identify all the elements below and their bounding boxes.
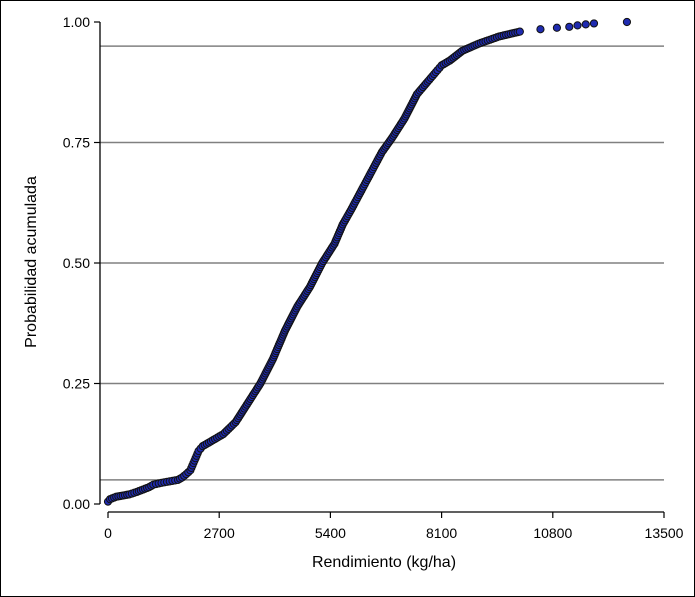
- reference-lines: [100, 45, 664, 481]
- data-points: [103, 17, 632, 506]
- y-axis-title: Probabilidad acumulada: [23, 176, 40, 348]
- x-tick-label: 10800: [533, 525, 572, 541]
- y-ticks: 0.00 0.25 0.50 0.75 1.00: [63, 14, 100, 512]
- y-tick-label: 0.25: [63, 376, 90, 392]
- x-ticks: 0 2700 5400 8100 10800 13500: [104, 512, 684, 541]
- data-point: [589, 19, 599, 28]
- y-tick-label: 0.00: [63, 496, 90, 512]
- x-tick-label: 8100: [426, 525, 457, 541]
- data-point: [581, 20, 590, 29]
- data-point: [565, 22, 574, 31]
- data-point: [536, 25, 545, 34]
- data-point: [573, 21, 582, 30]
- x-tick-label: 2700: [204, 525, 235, 541]
- data-point: [515, 27, 524, 36]
- data-point: [552, 23, 562, 32]
- x-tick-label: 0: [104, 525, 112, 541]
- y-tick-label: 1.00: [63, 14, 90, 30]
- x-axis-title: Rendimiento (kg/ha): [312, 554, 456, 571]
- y-tick-label: 0.75: [63, 135, 90, 151]
- x-tick-label: 5400: [315, 525, 346, 541]
- x-tick-label: 13500: [645, 525, 684, 541]
- axes: [99, 22, 664, 513]
- data-point: [622, 17, 632, 27]
- y-tick-label: 0.50: [63, 255, 90, 271]
